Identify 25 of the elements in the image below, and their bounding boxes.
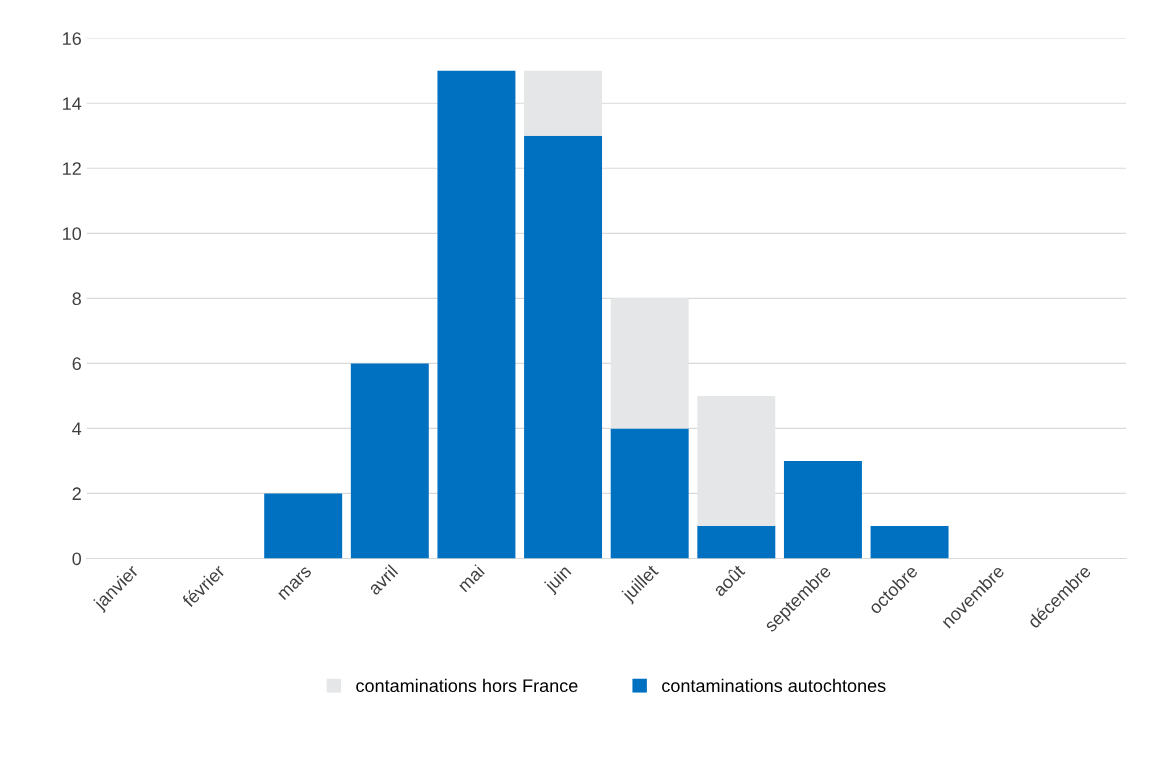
y-tick-label: 14	[63, 97, 82, 110]
y-tick-label: 8	[72, 292, 81, 306]
bar	[783, 460, 862, 559]
y-tick-label: 4	[72, 422, 82, 435]
bar	[264, 493, 343, 559]
bar	[697, 395, 776, 526]
y-tick-label: 16	[63, 32, 81, 45]
bar	[437, 70, 516, 559]
y-tick-label: 10	[63, 227, 82, 241]
bar	[610, 428, 689, 559]
y-tick-label: 2	[72, 487, 81, 500]
legend-label: contaminations hors France	[356, 678, 578, 693]
x-tick-label: mai	[456, 564, 485, 593]
bar	[524, 135, 603, 559]
legend-label: contaminations autochtones	[662, 678, 886, 693]
bar	[697, 525, 776, 559]
bar	[870, 525, 949, 559]
y-tick-label: 6	[72, 357, 81, 371]
bar	[524, 70, 603, 136]
y-tick-label: 12	[63, 162, 81, 175]
x-tick-label: juin	[542, 564, 575, 596]
bar	[610, 298, 689, 429]
x-tick-label: août	[711, 563, 746, 597]
bar	[350, 363, 429, 559]
y-tick-label: 0	[72, 552, 82, 566]
